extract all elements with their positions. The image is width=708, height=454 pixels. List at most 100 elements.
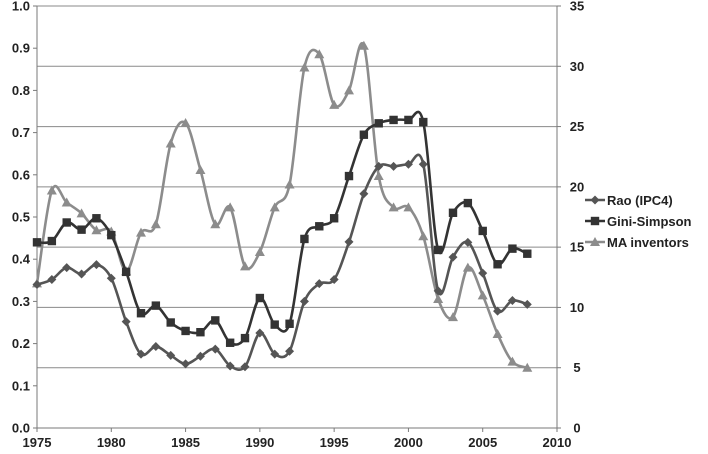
- data-point-rao-ipc4: [255, 328, 265, 338]
- data-point-rao-ipc4: [329, 274, 339, 284]
- series-line-rao-ipc4: [36, 153, 528, 372]
- data-point-gini-simpson: [107, 230, 116, 240]
- data-point-rao-ipc4: [463, 237, 473, 247]
- left-tick-label: 0.1: [12, 378, 30, 393]
- data-point-rao-ipc4: [314, 279, 324, 289]
- right-tick-label: 10: [570, 300, 584, 315]
- data-point-gini-simpson: [329, 214, 339, 223]
- data-point-rao-ipc4: [91, 260, 101, 270]
- data-point-gini-simpson: [463, 198, 473, 208]
- left-tick-label: 1.0: [12, 0, 30, 14]
- data-point-rao-ipc4: [359, 189, 369, 199]
- data-point-gini-simpson: [493, 260, 502, 269]
- data-point-rao-ipc4: [166, 350, 176, 360]
- data-point-gini-simpson: [32, 238, 42, 247]
- data-point-gini-simpson: [196, 328, 205, 337]
- data-point-gini-simpson: [47, 236, 57, 246]
- legend-label-ma-inventors: MA inventors: [607, 235, 689, 250]
- right-axis-ticks: 0 5 10 15 20 25 30 35: [557, 0, 584, 436]
- data-point-ma-inventors: [225, 202, 236, 212]
- x-tick-label: 1985: [171, 435, 200, 450]
- data-point-gini-simpson: [151, 301, 161, 310]
- data-point-gini-simpson: [121, 267, 131, 277]
- left-tick-label: 0.8: [12, 83, 30, 98]
- legend-marker-gini-simpson: [590, 216, 600, 226]
- x-tick-label: 1995: [320, 435, 349, 450]
- data-point-rao-ipc4: [403, 159, 413, 169]
- data-point-ma-inventors: [492, 328, 503, 338]
- data-point-gini-simpson: [240, 333, 250, 343]
- data-point-rao-ipc4: [285, 346, 295, 356]
- data-point-gini-simpson: [136, 309, 146, 318]
- x-axis-ticks: 1975 1980 1985 1990 1995 2000 2005 2010: [23, 428, 571, 450]
- right-tick-label: 25: [570, 119, 584, 134]
- left-tick-label: 0.0: [12, 421, 30, 436]
- data-point-rao-ipc4: [47, 274, 57, 284]
- data-point-gini-simpson: [404, 115, 413, 125]
- legend-marker-ma-inventors: [590, 237, 600, 246]
- data-point-ma-inventors: [61, 197, 72, 207]
- data-point-rao-ipc4: [77, 269, 87, 279]
- series-rao-ipc4: [32, 153, 532, 372]
- legend-label-gini-simpson: Gini-Simpson: [607, 214, 692, 229]
- data-point-rao-ipc4: [240, 362, 250, 372]
- data-point-rao-ipc4: [225, 361, 235, 371]
- data-point-ma-inventors: [46, 185, 57, 195]
- data-point-gini-simpson: [508, 244, 517, 253]
- data-point-rao-ipc4: [195, 351, 205, 361]
- data-point-ma-inventors: [210, 219, 221, 229]
- data-point-gini-simpson: [300, 234, 309, 244]
- left-axis-ticks: 0.0 0.1 0.2 0.3 0.4 0.5 0.6 0.7 0.8 0.9 1.0: [12, 0, 37, 436]
- data-point-gini-simpson: [478, 226, 487, 236]
- data-point-rao-ipc4: [62, 263, 72, 273]
- left-tick-label: 0.9: [12, 41, 30, 56]
- right-tick-label: 5: [573, 360, 580, 375]
- data-point-ma-inventors: [462, 262, 473, 272]
- data-point-ma-inventors: [136, 227, 146, 237]
- left-tick-label: 0.3: [12, 294, 30, 309]
- data-point-ma-inventors: [195, 164, 206, 174]
- data-point-rao-ipc4: [181, 359, 191, 369]
- data-point-gini-simpson: [389, 115, 398, 125]
- x-tick-label: 1980: [97, 435, 126, 450]
- data-point-ma-inventors: [358, 40, 369, 50]
- left-tick-label: 0.5: [12, 210, 30, 225]
- data-point-rao-ipc4: [418, 159, 428, 169]
- data-point-gini-simpson: [315, 222, 324, 231]
- data-point-gini-simpson: [374, 119, 383, 128]
- right-tick-label: 30: [570, 59, 584, 74]
- data-point-ma-inventors: [388, 202, 399, 212]
- data-point-rao-ipc4: [151, 342, 161, 352]
- data-point-ma-inventors: [254, 246, 265, 256]
- data-point-gini-simpson: [62, 218, 71, 227]
- data-point-gini-simpson: [181, 326, 190, 336]
- data-point-ma-inventors: [448, 312, 458, 322]
- data-point-gini-simpson: [211, 316, 220, 325]
- data-point-ma-inventors: [150, 219, 161, 229]
- data-point-ma-inventors: [403, 202, 414, 212]
- data-point-gini-simpson: [359, 130, 369, 139]
- data-point-rao-ipc4: [344, 237, 354, 247]
- data-point-ma-inventors: [522, 362, 533, 372]
- left-tick-label: 0.6: [12, 167, 30, 182]
- left-tick-label: 0.7: [12, 125, 30, 140]
- data-point-gini-simpson: [419, 117, 428, 127]
- data-point-ma-inventors: [299, 62, 310, 72]
- data-point-ma-inventors: [284, 179, 295, 189]
- data-point-ma-inventors: [418, 231, 429, 241]
- data-point-rao-ipc4: [136, 349, 146, 359]
- data-point-gini-simpson: [448, 208, 458, 217]
- data-point-gini-simpson: [285, 319, 294, 328]
- data-point-ma-inventors: [269, 202, 280, 212]
- data-point-rao-ipc4: [299, 296, 309, 306]
- x-tick-label: 2005: [468, 435, 497, 450]
- data-point-ma-inventors: [240, 261, 250, 271]
- data-point-ma-inventors: [373, 171, 384, 181]
- data-point-ma-inventors: [76, 208, 87, 218]
- data-point-rao-ipc4: [374, 161, 384, 171]
- data-point-gini-simpson: [433, 245, 443, 255]
- data-point-rao-ipc4: [270, 349, 280, 359]
- legend-label-rao-ipc4: Rao (IPC4): [607, 193, 673, 208]
- data-point-rao-ipc4: [210, 344, 220, 354]
